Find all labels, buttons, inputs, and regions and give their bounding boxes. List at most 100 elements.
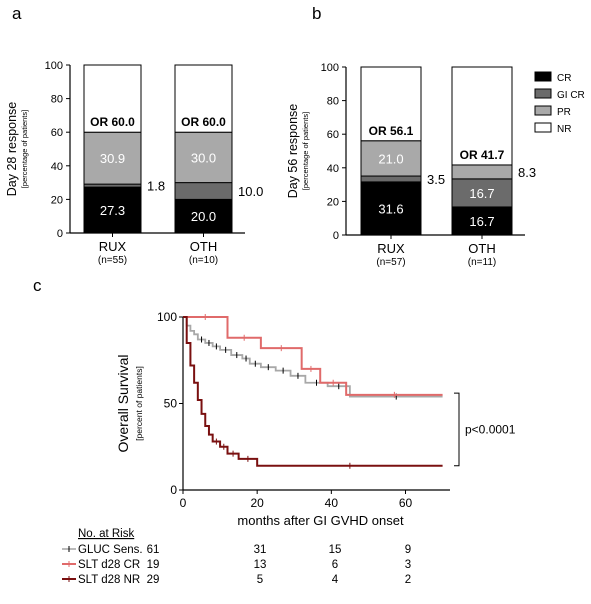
panel-label: b [312, 4, 321, 23]
x-tick-sublabel: (n=11) [468, 257, 496, 268]
risk-value: 3 [405, 559, 411, 571]
y-axis-label: Overall Survival [115, 354, 131, 452]
y-tick-label: 60 [51, 127, 63, 139]
risk-row-label: SLT d28 NR [78, 574, 140, 586]
data-label: 16.7 [469, 186, 494, 201]
or-label: OR 41.7 [460, 148, 505, 162]
bar-pr [451, 164, 513, 180]
risk-value: 29 [147, 574, 160, 586]
bar-nr [451, 66, 513, 166]
bar-cr [174, 198, 233, 234]
y-axis-sublabel: [percentage of patients] [20, 110, 29, 188]
legend: CR GI CR PR NR [534, 71, 585, 135]
data-label: 16.7 [469, 214, 494, 229]
bar-nr [83, 64, 142, 133]
panel-label: c [33, 276, 42, 295]
risk-value: 31 [254, 544, 267, 556]
risk-value: 19 [147, 559, 160, 571]
legend-label: GI CR [557, 90, 585, 101]
y-axis-label: Day 28 response [5, 102, 19, 197]
data-label: 1.8 [147, 179, 165, 194]
y-tick-label: 50 [164, 397, 178, 411]
legend-label: NR [557, 124, 571, 135]
bar-cr [83, 186, 142, 234]
y-tick-label: 80 [51, 94, 63, 106]
or-label: OR 56.1 [369, 124, 414, 138]
legend-swatch [534, 71, 552, 82]
x-tick-label: 40 [325, 496, 339, 510]
data-label: 21.0 [378, 151, 403, 166]
risk-table-title: No. at Risk [78, 528, 134, 540]
series-line-slt-d28-cr [183, 316, 443, 396]
risk-value: 5 [257, 574, 263, 586]
y-tick-label: 0 [333, 230, 339, 242]
y-tick-label: 100 [157, 310, 177, 324]
or-label: OR 60.0 [181, 115, 226, 129]
bar-nr [360, 66, 422, 142]
y-tick-label: 40 [327, 163, 339, 175]
bar-pr [83, 131, 142, 185]
bar-cr [360, 181, 422, 236]
y-axis-label: Day 56 response [286, 104, 300, 199]
bar-gi-cr [451, 178, 513, 208]
risk-value: 9 [405, 544, 411, 556]
y-tick-label: 0 [170, 483, 177, 497]
x-tick-label: 60 [399, 496, 413, 510]
risk-value: 4 [332, 574, 339, 586]
legend-label: CR [557, 73, 571, 84]
data-label: 30.9 [100, 151, 125, 166]
data-label: 3.5 [427, 172, 445, 187]
risk-value: 2 [405, 574, 411, 586]
legend-swatch [534, 88, 552, 99]
risk-value: 15 [329, 544, 342, 556]
panel-label: a [12, 4, 22, 23]
p-value-bracket [454, 392, 460, 467]
data-label: 30.0 [191, 150, 216, 165]
y-tick-label: 40 [51, 161, 63, 173]
y-axis-sublabel: [percent of patients] [134, 366, 144, 441]
bar-gi-cr [360, 175, 422, 183]
x-tick-label: RUX [377, 241, 405, 256]
x-tick-label: 20 [250, 496, 264, 510]
panel-c: c 0 50 100 0 20 40 60 months after GI GVHD onset… [33, 276, 516, 586]
risk-value: 13 [254, 559, 267, 571]
panel-b: b 0 20 40 60 80 100 Day 56 response [percentage … [286, 4, 585, 268]
legend-swatch [534, 122, 552, 133]
x-tick-label: 0 [180, 496, 187, 510]
x-tick-label: RUX [99, 239, 127, 254]
series-line-slt-d28-nr [183, 316, 443, 467]
bar-gi-cr [174, 182, 233, 200]
risk-value: 61 [147, 544, 160, 556]
y-tick-label: 20 [327, 196, 339, 208]
y-tick-label: 0 [57, 228, 63, 240]
x-tick-label: OTH [468, 241, 495, 256]
y-tick-label: 80 [327, 96, 339, 108]
legend-swatch [534, 105, 552, 116]
p-value-annotation: p<0.0001 [465, 422, 516, 436]
x-tick-label: OTH [190, 239, 217, 254]
risk-row-label: SLT d28 CR [78, 559, 140, 571]
x-axis-label: months after GI GVHD onset [237, 513, 404, 528]
bar-nr [174, 64, 233, 133]
bar-pr [174, 131, 233, 184]
x-tick-sublabel: (n=55) [98, 255, 127, 266]
bar-cr [451, 206, 513, 236]
y-tick-label: 100 [45, 60, 63, 72]
panel-a: a 0 20 40 60 80 100 Day 28 response [percentage … [5, 4, 263, 266]
y-axis-sublabel: [percentage of patients] [301, 112, 310, 190]
data-label: 31.6 [378, 201, 403, 216]
risk-value: 6 [332, 559, 338, 571]
series-line-gluc-sens- [183, 316, 443, 398]
data-label: 8.3 [518, 165, 536, 180]
x-tick-sublabel: (n=57) [376, 257, 405, 268]
legend-label: PR [557, 107, 571, 118]
bar-pr [360, 140, 422, 177]
or-label: OR 60.0 [90, 115, 135, 129]
x-tick-sublabel: (n=10) [189, 255, 218, 266]
y-tick-label: 100 [321, 62, 339, 74]
risk-table: No. at Risk GLUC Sens. 61 31 15 9 SLT d28 CR 19… [62, 528, 411, 586]
y-tick-label: 60 [327, 129, 339, 141]
data-label: 20.0 [191, 209, 216, 224]
y-tick-label: 20 [51, 194, 63, 206]
